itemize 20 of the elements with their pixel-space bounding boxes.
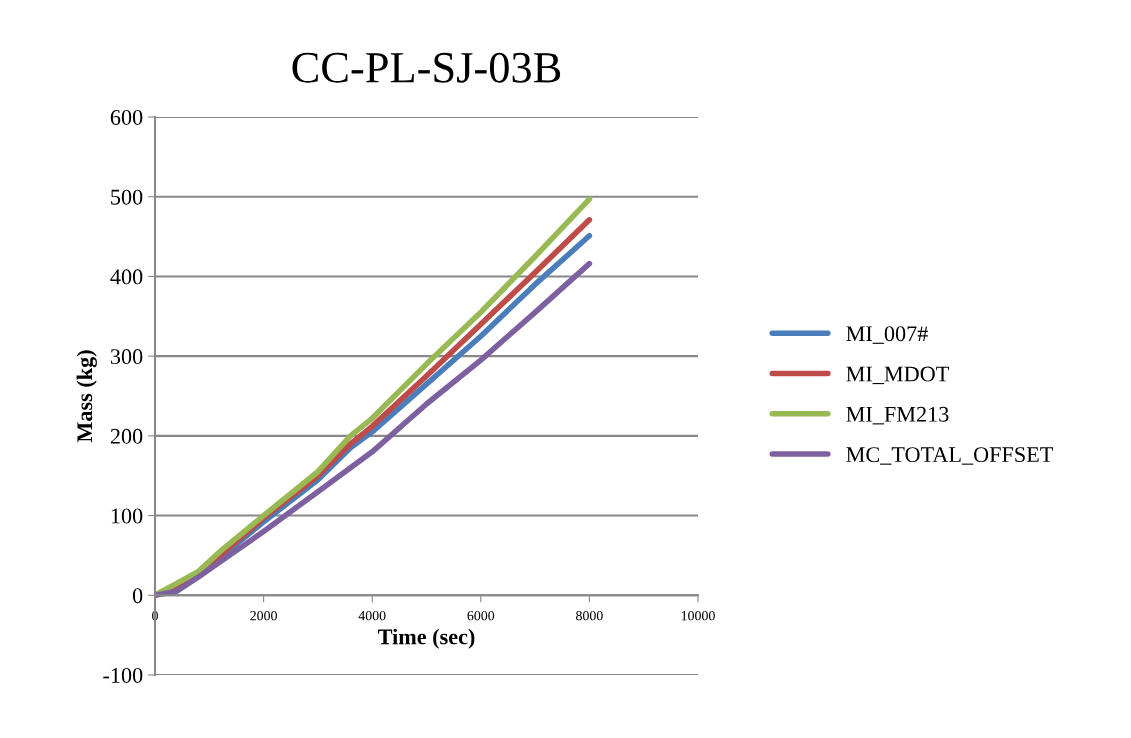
x-tick-label: 8000: [576, 610, 603, 621]
x-tick-label: 4000: [358, 610, 386, 621]
x-tick-label: 6000: [467, 610, 495, 621]
y-tick-label: 0: [132, 588, 143, 604]
y-axis-title: Mass (kg): [76, 350, 97, 443]
y-tick-label: 500: [111, 189, 143, 205]
y-tick-label: -100: [103, 667, 143, 683]
y-tick-label: 400: [110, 269, 143, 285]
y-tick-label: 600: [110, 109, 143, 125]
legend-label: MI_FM213: [846, 406, 949, 425]
y-tick-label: 200: [110, 428, 143, 444]
y-tick-label: 300: [110, 349, 143, 365]
legend-label: MI_MDOT: [846, 366, 949, 385]
legend-label: MC_TOTAL_OFFSET: [846, 447, 1053, 465]
x-tick-label: 10000: [681, 610, 715, 621]
chart-title: CC-PL-SJ-03B: [292, 52, 561, 83]
legend-label: MI_007#: [846, 326, 928, 344]
y-tick-label: 100: [111, 508, 143, 524]
x-tick-label: 2000: [250, 610, 277, 621]
x-axis-title: Time (sec): [377, 628, 475, 649]
